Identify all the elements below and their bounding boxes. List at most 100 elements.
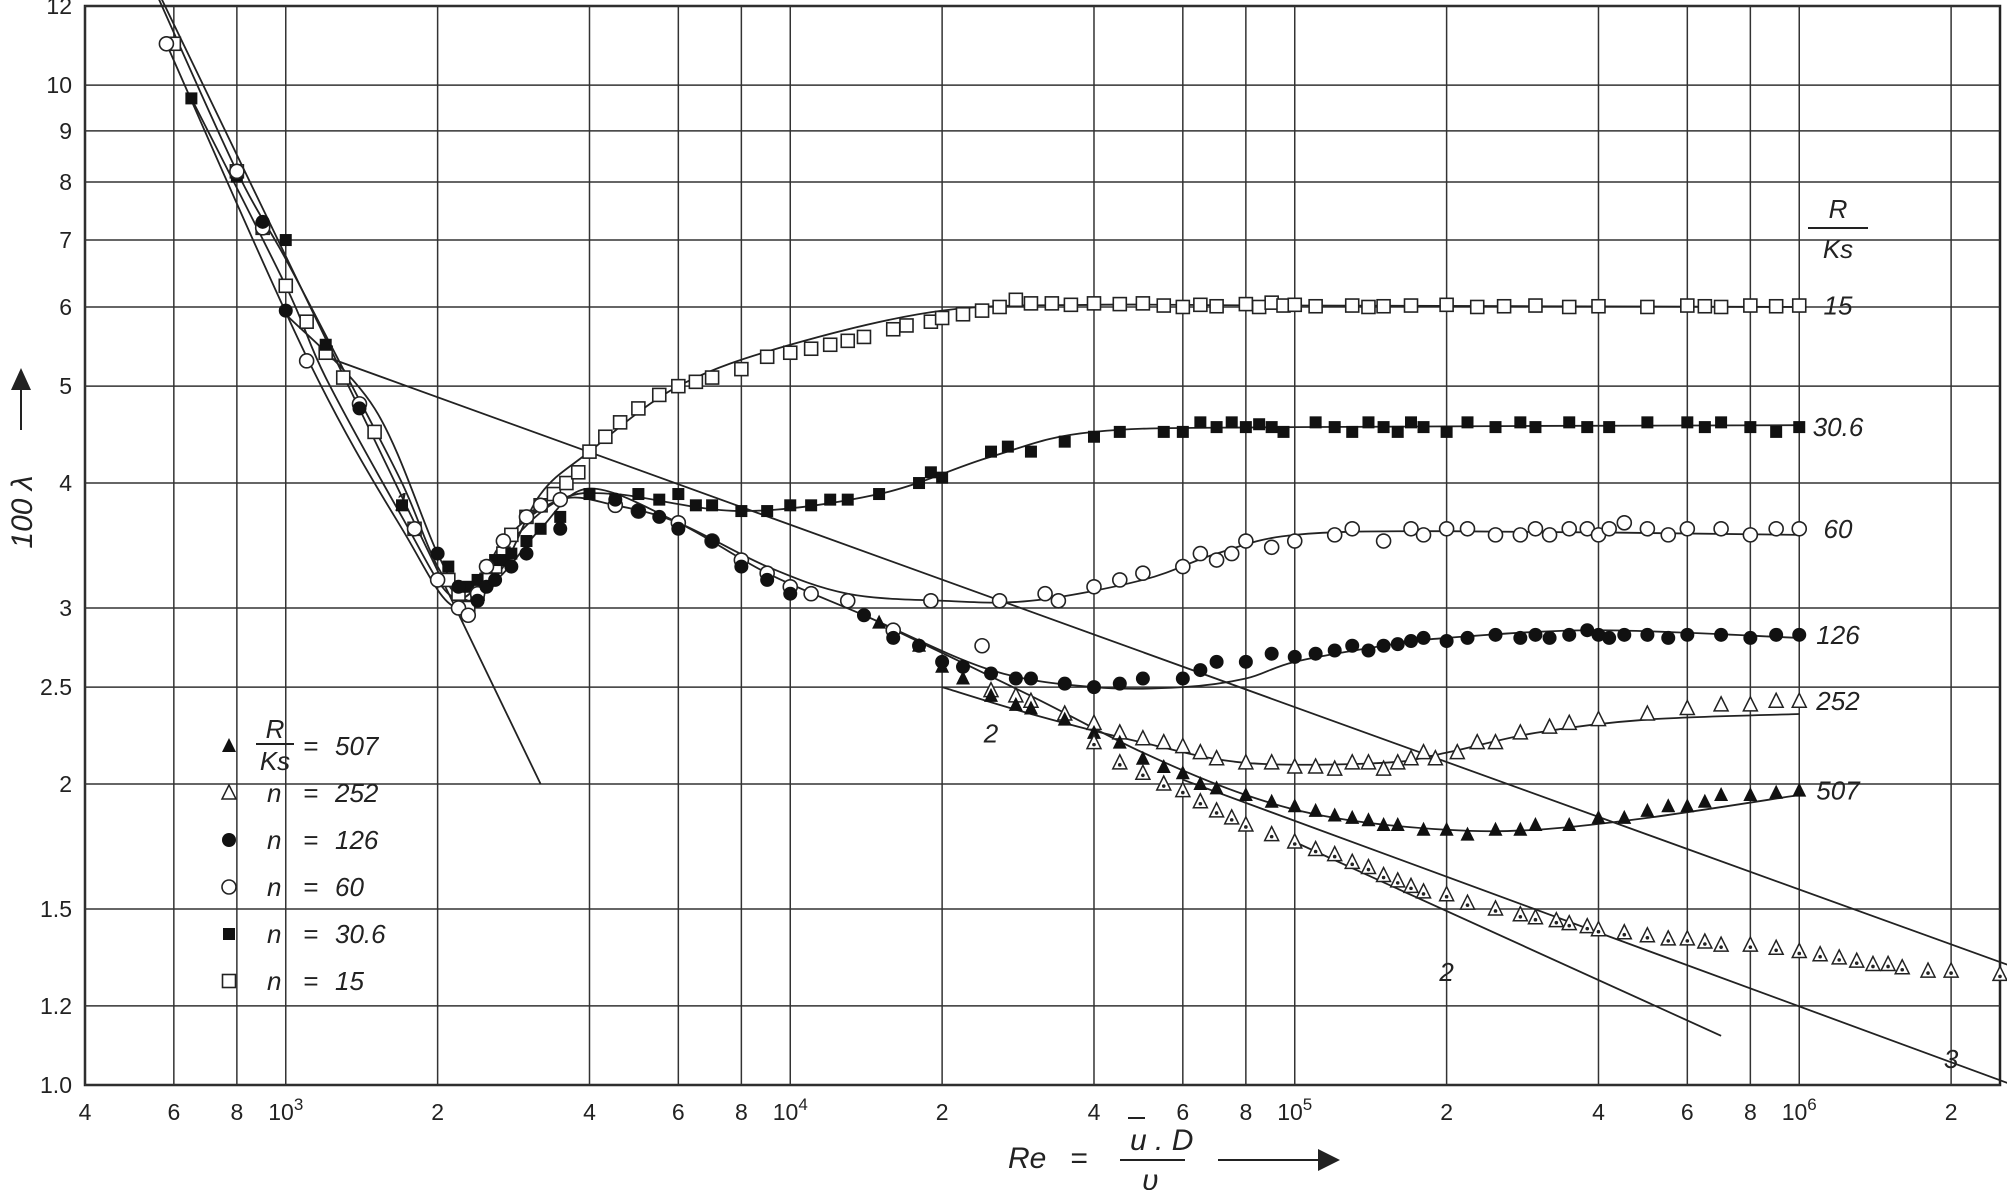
point-126-39 xyxy=(1345,638,1360,653)
point-507-15 xyxy=(1238,787,1253,802)
point-507-11 xyxy=(1156,758,1171,773)
point-30-6-53 xyxy=(1405,416,1418,429)
point-60-59 xyxy=(1713,520,1729,537)
point-252-31 xyxy=(1679,698,1696,716)
point-126-25 xyxy=(1008,671,1023,686)
x-tick-label: 106 xyxy=(1782,1095,1817,1125)
point-252-35 xyxy=(1791,691,1808,708)
point-60-62 xyxy=(1791,520,1808,537)
point-series-6-14 xyxy=(1360,857,1377,875)
x-tick-label: 2 xyxy=(936,1099,949,1125)
point-126-7 xyxy=(488,572,503,587)
x-tick-label: 8 xyxy=(1744,1099,1757,1125)
point-252-28 xyxy=(1561,713,1578,731)
point-series-6-45 xyxy=(1991,964,2007,982)
point-series-6-6 xyxy=(1208,801,1225,818)
point-126-30 xyxy=(1135,671,1150,686)
reference-line-label-3: 3 xyxy=(1944,1044,1959,1074)
x-tick-label: 4 xyxy=(1088,1099,1101,1125)
point-15-76 xyxy=(1743,298,1758,313)
point-252-6 xyxy=(1134,729,1152,746)
y-axis-label: 100 λ xyxy=(6,475,39,548)
point-series-6-44 xyxy=(1942,961,1960,978)
point-15-5 xyxy=(299,314,314,330)
point-60-27 xyxy=(991,592,1008,609)
point-507-32 xyxy=(1617,809,1632,824)
legend-marker-15 xyxy=(221,973,237,989)
point-15-60 xyxy=(1287,297,1303,313)
fit-curve-30-6 xyxy=(190,97,1800,600)
point-30-6-52 xyxy=(1391,425,1404,438)
point-30-6-59 xyxy=(1529,421,1542,434)
point-15-7 xyxy=(335,370,351,385)
point-126-37 xyxy=(1308,646,1323,661)
point-60-1 xyxy=(229,163,245,180)
point-126-45 xyxy=(1439,634,1454,649)
point-30-6-11 xyxy=(505,547,518,560)
point-60-55 xyxy=(1616,515,1633,531)
point-15-74 xyxy=(1697,298,1713,314)
point-15-57 xyxy=(1251,299,1267,315)
point-126-59 xyxy=(1714,627,1729,642)
x-tick-label: 2 xyxy=(431,1099,444,1125)
point-252-14 xyxy=(1307,757,1324,774)
x-tick-label: 6 xyxy=(672,1099,685,1125)
point-series-6-8 xyxy=(1237,815,1255,832)
point-15-48 xyxy=(1063,297,1079,313)
point-15-39 xyxy=(899,318,914,333)
point-60-39 xyxy=(1286,533,1303,549)
point-252-12 xyxy=(1263,753,1280,770)
point-15-50 xyxy=(1112,296,1128,312)
x-tick-label: 6 xyxy=(167,1099,180,1125)
point-126-36 xyxy=(1287,649,1302,664)
point-15-8 xyxy=(367,424,382,440)
point-126-0 xyxy=(255,214,270,229)
point-507-3 xyxy=(956,670,971,685)
point-15-41 xyxy=(934,310,950,326)
y-tick-label: 3 xyxy=(59,595,72,621)
legend-value: 126 xyxy=(335,825,379,855)
point-60-51 xyxy=(1561,520,1578,537)
point-60-56 xyxy=(1639,520,1656,537)
point-60-23 xyxy=(839,592,856,609)
point-60-26 xyxy=(974,637,990,654)
point-252-16 xyxy=(1344,753,1361,770)
point-30-6-34 xyxy=(1024,445,1037,458)
x-tick-label: 8 xyxy=(735,1099,748,1125)
point-series-6-21 xyxy=(1487,899,1504,916)
point-series-6-39 xyxy=(1848,951,1865,968)
point-126-31 xyxy=(1175,671,1190,686)
point-30-6-41 xyxy=(1210,421,1223,434)
point-252-26 xyxy=(1512,723,1529,740)
point-252-11 xyxy=(1237,753,1255,770)
point-15-71 xyxy=(1591,298,1606,314)
point-15-43 xyxy=(974,303,990,318)
point-507-35 xyxy=(1680,798,1695,813)
point-30-6-4 xyxy=(396,499,409,512)
point-126-12 xyxy=(631,504,646,519)
x-axis-denominator: υ xyxy=(1142,1164,1159,1190)
point-15-75 xyxy=(1713,299,1729,315)
fit-curves xyxy=(158,0,1800,833)
point-252-15 xyxy=(1326,759,1343,776)
point-126-23 xyxy=(956,659,971,674)
point-30-6-45 xyxy=(1265,421,1278,434)
legend-value: 30.6 xyxy=(335,919,386,949)
x-tick-label: 2 xyxy=(1440,1099,1453,1125)
point-252-24 xyxy=(1469,732,1486,750)
point-252-13 xyxy=(1286,757,1303,774)
point-126-50 xyxy=(1542,630,1557,645)
point-60-45 xyxy=(1438,520,1455,537)
point-126-1 xyxy=(278,303,293,318)
legend-entry-126: n = 126 xyxy=(222,825,379,855)
legend-value: 60 xyxy=(335,872,364,902)
point-126-58 xyxy=(1680,627,1695,642)
point-126-8 xyxy=(504,559,519,574)
point-30-6-66 xyxy=(1715,416,1728,429)
point-252-7 xyxy=(1155,732,1172,750)
point-series-6-34 xyxy=(1742,935,1759,952)
point-15-61 xyxy=(1308,298,1323,314)
point-507-5 xyxy=(1008,696,1023,711)
point-30-6-26 xyxy=(824,493,837,506)
point-15-78 xyxy=(1791,298,1807,313)
